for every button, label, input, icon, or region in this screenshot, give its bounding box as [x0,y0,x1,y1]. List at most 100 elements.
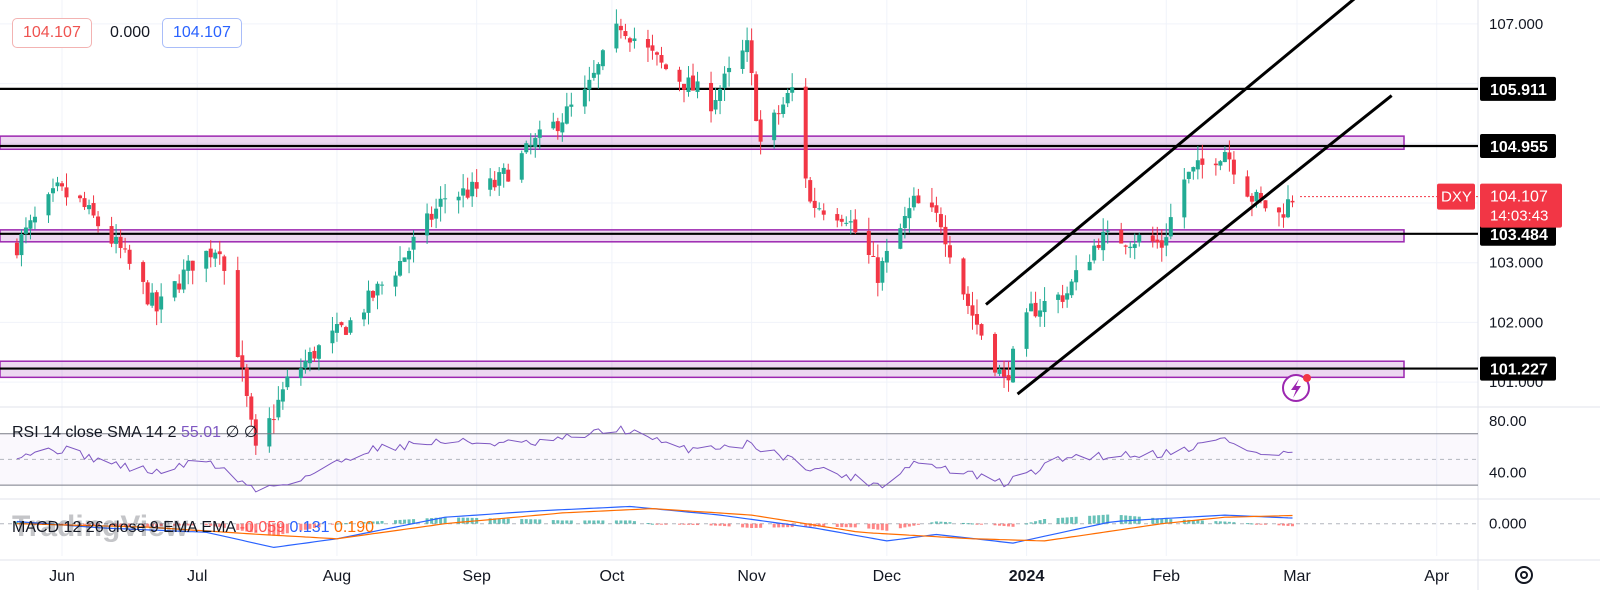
candle-body [582,89,587,107]
macd-histogram-bar [150,523,154,527]
candle-body [366,290,371,313]
candle [50,178,55,202]
candle [564,92,569,125]
candle-body [934,205,939,213]
macd-histogram-bar [538,519,542,524]
candle [393,271,398,297]
macd-histogram-bar [808,523,812,527]
macd-histogram-bar [1038,520,1042,524]
candle [560,113,565,142]
candle-body [686,77,691,92]
candle-body [632,38,637,41]
candle-body [55,182,60,187]
candle [645,29,650,62]
candle [204,250,209,283]
candle-body [993,333,998,373]
macd-histogram-bar [961,522,965,524]
candle-body [28,220,33,229]
candle [186,255,191,285]
candle [1101,218,1106,261]
candle-body [961,258,966,295]
candle-body [528,145,533,147]
macd-histogram-bar [596,520,600,524]
macd-histogram-bar [650,523,654,525]
candle-body [907,208,912,219]
candle-body [127,249,132,264]
macd-histogram-bar [583,520,587,524]
candle [145,280,150,306]
candle-body [713,100,718,110]
candle-body [645,39,650,48]
macd-histogram-bar [245,523,249,532]
time-tick-label: Jun [49,568,75,585]
macd-histogram-bar [60,523,64,525]
candle [271,404,276,434]
macd-histogram-bar [691,523,695,525]
macd-histogram-bar [1097,515,1101,524]
candle-body [965,293,970,306]
candle-body [848,221,853,223]
candle [1218,159,1223,171]
candle [443,184,448,214]
candle-body [727,67,732,73]
candle-body [64,187,69,198]
settings-icon[interactable] [1515,566,1533,584]
candle [713,87,718,115]
macd-histogram-bar [182,523,186,526]
candle [979,323,984,340]
candle [470,172,475,207]
macd-histogram-bar [493,518,497,524]
candle-body [159,296,164,310]
macd-histogram-bar [781,523,785,528]
time-tick-label: Sep [462,568,491,585]
candle-body [1042,301,1047,313]
candle [465,177,470,200]
rsi-legend: RSI 14 close SMA 14 2 55.01 ∅ ∅ [12,424,258,441]
macd-histogram-bar [930,522,934,524]
candle-body [591,72,596,78]
candle [785,88,790,108]
macd-signal-line [16,507,1293,542]
candle [208,240,213,268]
time-tick-label: Apr [1424,568,1450,585]
macd-histogram-bar [1124,515,1128,524]
candle-body [276,399,281,418]
macd-histogram-bar [330,523,334,525]
candle [150,283,155,308]
macd-histogram-bar [655,523,659,525]
candle-body [1092,245,1097,261]
macd-histogram-bar [213,523,217,527]
candle [267,407,272,453]
candle-body [551,121,556,129]
candle-body [871,255,876,257]
macd-histogram-bar [371,521,375,524]
candle-body [145,282,150,305]
candle [307,347,312,372]
macd-histogram-bar [907,523,911,527]
candle [181,259,186,294]
candle-body [997,368,1002,374]
candle [947,236,952,264]
candle-body [407,250,412,260]
rsi-legend-title: RSI 14 close SMA 14 2 [12,424,181,441]
candle [55,176,60,192]
macd-histogram-bar [92,523,96,526]
candle-body [46,194,51,216]
macd-histogram-bar [840,523,844,528]
candle-body [560,122,565,133]
lightning-alert-icon[interactable] [1282,374,1311,402]
candle-body [222,256,227,271]
candle [853,209,858,234]
level-tag-text: 105.911 [1490,82,1547,99]
candle [375,281,380,310]
price-tag-countdown: 14:03:43 [1490,208,1548,225]
candle-body [470,181,475,197]
candle [871,241,876,257]
macd-histogram-bar [380,521,384,524]
candle-body [375,283,380,296]
candle-body [627,38,632,43]
candle-body [1128,246,1133,249]
candle [993,332,998,377]
